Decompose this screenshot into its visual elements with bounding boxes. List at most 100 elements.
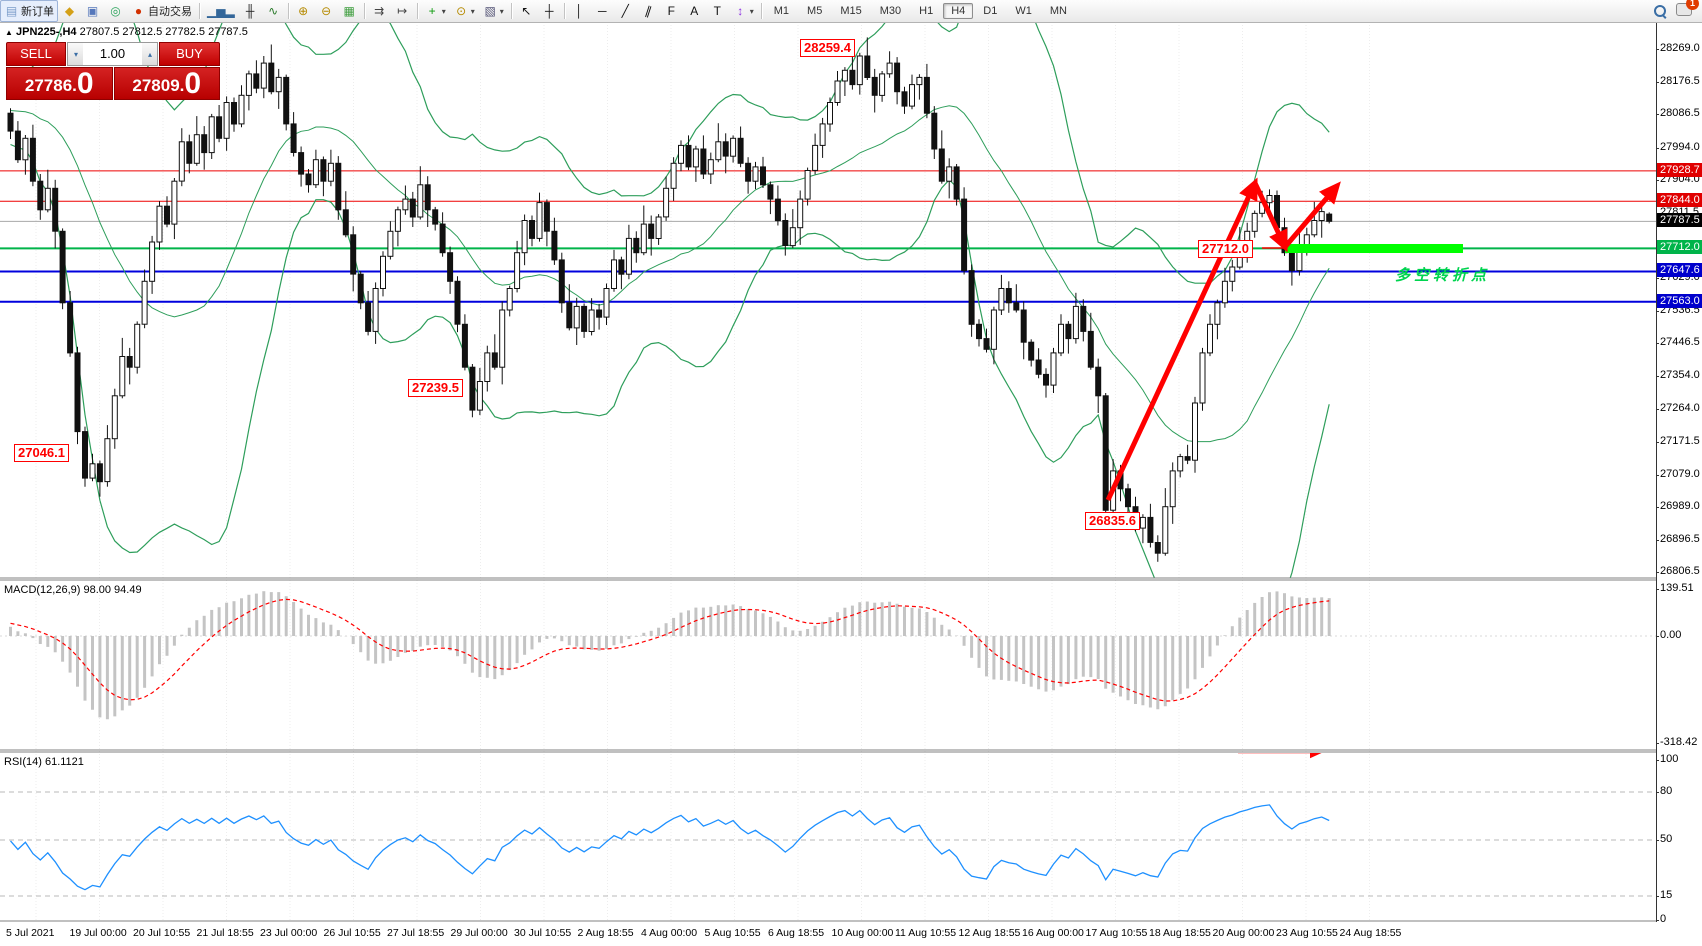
time-label: 16 Aug 00:00 <box>1022 927 1084 939</box>
text-label-button[interactable]: T <box>706 0 729 22</box>
chart-shift-icon: ↦ <box>397 4 408 18</box>
autotrading-button[interactable]: ● 自动交易 <box>127 0 196 22</box>
gold-button[interactable]: ◆ <box>58 0 81 22</box>
text-button[interactable]: A <box>683 0 706 22</box>
volume-stepper: ▾ 1.00 ▴ <box>67 42 158 66</box>
candles-layer <box>7 37 1333 562</box>
time-label: 30 Jul 10:55 <box>514 927 572 939</box>
timeframe-m30-button[interactable]: M30 <box>879 5 902 17</box>
price-tick: 27079.0 <box>1656 467 1700 480</box>
timeframe-h1-button[interactable]: H1 <box>919 5 934 17</box>
new-order-label: 新订单 <box>21 6 54 18</box>
price-badge-27787.5: 27787.5 <box>1657 213 1702 228</box>
timeframe-h4-button[interactable]: H4 <box>943 3 974 19</box>
trendline-button[interactable]: ╱ <box>614 0 637 22</box>
templates-icon: ▧ <box>484 4 496 18</box>
chart-canvas[interactable] <box>0 0 1702 922</box>
zoom-in-button[interactable]: ⊕ <box>292 0 315 22</box>
time-label: 10 Aug 00:00 <box>831 927 894 939</box>
auto-scroll-icon: ⇉ <box>374 4 385 18</box>
indicator-axis-tick: 15 <box>1655 889 1673 901</box>
timeframe-mn-button[interactable]: MN <box>1049 5 1067 17</box>
timeframe-d1-button[interactable]: D1 <box>983 5 998 17</box>
macd-arrow-annotation <box>1250 555 1332 566</box>
price-badge-27563.0: 27563.0 <box>1657 293 1702 308</box>
timeframe-m15-button[interactable]: M15 <box>840 5 862 17</box>
rsi-pane <box>0 753 1656 897</box>
bollinger-middle-band <box>10 105 1330 443</box>
toolbar-buttons: ▤ 新订单 ◆ ▣ ◎ ● 自动交易 ▁▅▂ ╫ ∿ ⊕ ⊖ ▦ ⇉ ↦ + ▾ ⊙ ▾ ▧ ▾ ↖ ┼ │ ─ ╱ ∥ F A T ↕ ▾ <box>0 0 765 22</box>
indicator-axis-tick: 139.51 <box>1656 582 1694 594</box>
time-label: 5 Aug 10:55 <box>704 927 761 939</box>
horizontal-level-lines <box>0 170 1656 303</box>
time-label: 23 Jul 00:00 <box>260 927 318 939</box>
price-label-annotation: 28259.4 <box>800 39 855 57</box>
arrows-button[interactable]: ↕ ▾ <box>729 0 758 22</box>
buy-price[interactable]: 27809 . 0 <box>113 67 220 100</box>
time-label: 12 Aug 18:55 <box>958 927 1021 939</box>
sell-price[interactable]: 27786 . 0 <box>6 67 113 100</box>
price-label-annotation: 26835.6 <box>1085 512 1140 530</box>
price-label-annotation: 27712.0 <box>1198 240 1253 258</box>
bollinger-lower-band <box>10 143 1330 578</box>
volume-decrease-button[interactable]: ▾ <box>68 43 83 65</box>
price-tick: 27994.0 <box>1656 140 1700 153</box>
ohlc-close: 27787.5 <box>208 26 248 38</box>
candlestick-chart-button[interactable]: ╫ <box>239 0 262 22</box>
bollinger-upper-band <box>10 22 1330 284</box>
signal-button[interactable]: ◎ <box>104 0 127 22</box>
candlestick-chart-icon: ╫ <box>245 4 255 18</box>
text-icon: A <box>690 4 699 18</box>
collapse-arrow-icon[interactable]: ▲ <box>5 28 13 37</box>
rsi-label: RSI(14) 61.1121 <box>4 756 84 768</box>
price-tick: 27171.5 <box>1656 434 1700 447</box>
price-tick: 28176.5 <box>1656 75 1700 88</box>
chat-button[interactable]: 1 <box>1676 0 1699 19</box>
timeframe-m5-button[interactable]: M5 <box>807 5 823 17</box>
timeframe-m1-button[interactable]: M1 <box>773 5 790 17</box>
zoom-out-button[interactable]: ⊖ <box>315 0 338 22</box>
volume-value[interactable]: 1.00 <box>99 46 126 61</box>
price-tick: 28086.5 <box>1656 107 1700 120</box>
price-badge-27647.6: 27647.6 <box>1657 263 1702 278</box>
macd-signal-line <box>10 598 1330 702</box>
indicators-button[interactable]: + ▾ <box>421 0 450 22</box>
trend-arrows <box>1105 177 1341 502</box>
dropdown-caret-icon: ▾ <box>441 6 446 16</box>
volume-increase-button[interactable]: ▴ <box>142 43 157 65</box>
buy-button[interactable]: BUY <box>159 42 220 66</box>
templates-button[interactable]: ▧ ▾ <box>479 0 508 22</box>
chart-info-line: ▲ JPN225-,H4 27807.5 27812.5 27782.5 277… <box>5 26 248 38</box>
text-label-icon: T <box>713 4 721 18</box>
search-icon[interactable] <box>1654 5 1666 17</box>
bar-chart-icon: ▁▅▂ <box>207 4 235 18</box>
cursor-button[interactable]: ↖ <box>515 0 538 22</box>
periods-button[interactable]: ⊙ ▾ <box>450 0 479 22</box>
crosshair-button[interactable]: ┼ <box>538 0 561 22</box>
dropdown-caret-icon: ▾ <box>749 6 754 16</box>
terminal-button[interactable]: ▣ <box>81 0 104 22</box>
equidistant-channel-button[interactable]: ∥ <box>637 0 660 22</box>
toolbar-separator <box>287 3 289 19</box>
line-chart-button[interactable]: ∿ <box>262 0 285 22</box>
line-chart-icon: ∿ <box>268 4 279 18</box>
price-badge-27928.7: 27928.7 <box>1657 162 1702 177</box>
toolbar-separator <box>510 3 512 19</box>
autotrading-label: 自动交易 <box>148 6 192 18</box>
rsi-line <box>10 804 1330 891</box>
vertical-line-button[interactable]: │ <box>568 0 591 22</box>
fibonacci-button[interactable]: F <box>660 0 683 22</box>
new-order-button[interactable]: ▤ 新订单 <box>0 0 58 22</box>
timeframe-w1-button[interactable]: W1 <box>1015 5 1032 17</box>
time-label: 4 Aug 00:00 <box>641 927 698 939</box>
horizontal-line-button[interactable]: ─ <box>591 0 614 22</box>
auto-scroll-button[interactable]: ⇉ <box>368 0 391 22</box>
time-axis: 5 Jul 2021 19 Jul 00:00 20 Jul 10:55 21 Jul… <box>0 922 1702 946</box>
bar-chart-button[interactable]: ▁▅▂ <box>203 0 239 22</box>
price-label-annotation: 27239.5 <box>408 379 463 397</box>
tile-windows-button[interactable]: ▦ <box>338 0 361 22</box>
sell-button[interactable]: SELL <box>6 42 66 66</box>
chart-shift-button[interactable]: ↦ <box>391 0 414 22</box>
toolbar-right: 1 <box>1654 0 1699 19</box>
